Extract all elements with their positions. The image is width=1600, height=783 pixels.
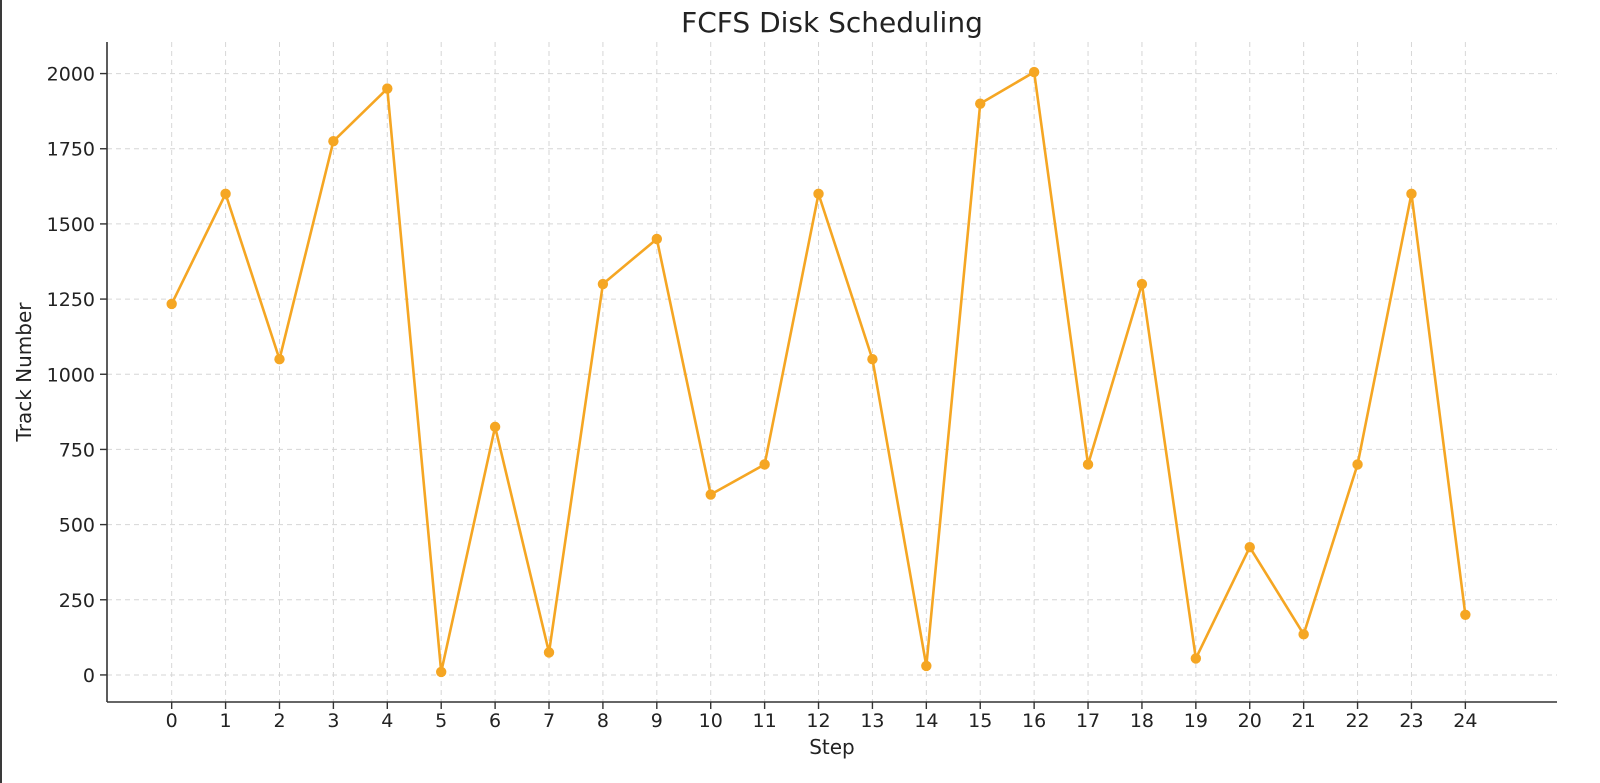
y-tick-label: 2000 — [47, 64, 95, 86]
x-tick-label: 2 — [273, 710, 285, 732]
y-tick-label: 0 — [83, 665, 95, 687]
data-point — [274, 354, 285, 365]
x-axis-label: Step — [809, 735, 855, 759]
data-point — [1460, 609, 1471, 621]
y-tick-label: 1750 — [47, 139, 95, 161]
axes — [106, 42, 1557, 703]
data-point — [489, 421, 501, 433]
x-tick-label: 24 — [1453, 710, 1477, 732]
data-point — [705, 489, 716, 500]
data-point — [220, 188, 231, 200]
x-tick-label: 21 — [1292, 710, 1316, 732]
data-point — [1136, 278, 1148, 290]
data-point — [813, 188, 824, 200]
x-tick-label: 19 — [1184, 710, 1208, 732]
x-tick-label: 20 — [1238, 710, 1262, 732]
y-axis-label: Track Number — [12, 302, 36, 443]
x-tick-label: 1 — [220, 710, 232, 732]
x-tick-label: 18 — [1130, 710, 1154, 732]
series — [166, 66, 1471, 678]
frame-edge — [0, 0, 2, 783]
x-tick-label: 5 — [435, 710, 447, 732]
data-point — [921, 660, 932, 672]
x-tick-label: 7 — [543, 710, 555, 732]
x-tick-label: 9 — [651, 710, 663, 732]
data-point — [1298, 629, 1309, 640]
x-tick-label: 3 — [327, 710, 339, 732]
x-tick-label: 0 — [166, 710, 178, 732]
data-point — [651, 233, 663, 245]
x-tick-label: 14 — [914, 710, 938, 732]
data-point — [1244, 541, 1255, 553]
y-tick-label: 1500 — [47, 214, 95, 236]
data-point — [436, 666, 447, 678]
x-tick-label: 11 — [753, 710, 777, 732]
data-point — [867, 354, 878, 365]
y-tick-label: 1000 — [47, 364, 95, 386]
x-tick-label: 22 — [1345, 710, 1369, 732]
data-point — [597, 278, 609, 290]
data-point — [1028, 66, 1040, 78]
x-tick-label: 15 — [968, 710, 992, 732]
data-point — [543, 647, 555, 658]
data-point — [1082, 459, 1094, 470]
data-point — [328, 136, 339, 147]
x-tick-label: 12 — [806, 710, 830, 732]
x-tick-label: 17 — [1076, 710, 1100, 732]
data-point — [382, 83, 393, 94]
y-tick-label: 750 — [59, 439, 95, 461]
data-point — [975, 98, 986, 109]
x-ticks: 0 1 2 3 4 5 6 7 8 9 10 11 12 13 14 15 16 17 18 19 20 21 22 23 24 — [166, 702, 1477, 732]
x-tick-label: 6 — [489, 710, 501, 732]
x-tick-label: 23 — [1399, 710, 1423, 732]
x-tick-label: 16 — [1022, 710, 1046, 732]
grid — [107, 42, 1557, 702]
data-point — [1190, 653, 1202, 664]
x-tick-label: 8 — [597, 710, 609, 732]
chart-title: FCFS Disk Scheduling — [681, 6, 983, 39]
data-point — [759, 459, 770, 470]
data-point — [1352, 459, 1363, 470]
y-ticks: 0 250 500 750 1000 1250 1500 1750 2000 — [47, 64, 107, 687]
data-point — [1406, 188, 1417, 200]
x-tick-label: 4 — [381, 710, 393, 732]
y-tick-label: 500 — [59, 515, 95, 537]
data-point — [166, 298, 177, 310]
y-tick-label: 1250 — [47, 289, 95, 311]
x-tick-label: 13 — [860, 710, 884, 732]
x-tick-label: 10 — [699, 710, 723, 732]
y-tick-label: 250 — [59, 590, 95, 612]
